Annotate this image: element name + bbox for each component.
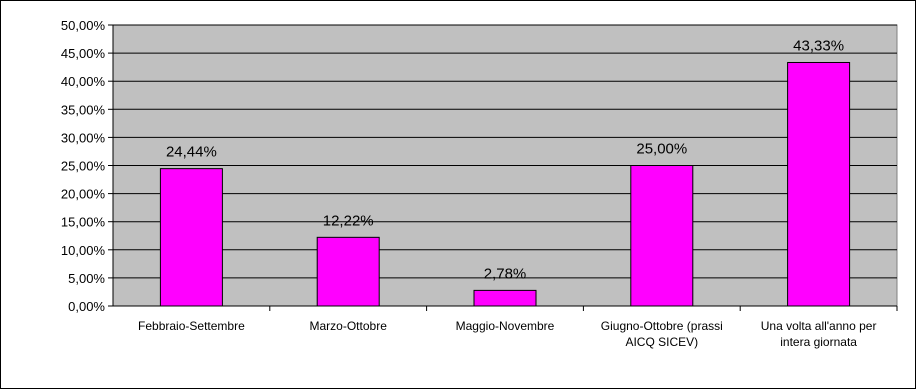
y-tick-label: 15,00% (61, 215, 106, 230)
category-label: Marzo-Ottobre (310, 319, 388, 333)
category-label: Una volta all'anno per (761, 319, 877, 333)
y-tick-label: 30,00% (61, 130, 106, 145)
y-tick-label: 20,00% (61, 187, 106, 202)
bar (316, 236, 380, 307)
bar (473, 289, 537, 307)
category-label: intera giornata (780, 335, 857, 349)
y-tick-label: 0,00% (68, 299, 105, 314)
category-label: Giugno-Ottobre (prassi (601, 319, 723, 333)
data-label: 43,33% (793, 37, 844, 54)
data-labels: 24,44% 12,22% 2,78% 25,00% 43,33% (166, 37, 844, 282)
data-label: 25,00% (636, 141, 687, 158)
y-tick-label: 40,00% (61, 74, 106, 89)
data-label: 12,22% (323, 212, 374, 229)
bar (159, 168, 223, 307)
bar (787, 61, 851, 307)
y-tick-label: 25,00% (61, 159, 106, 174)
bars (159, 61, 851, 307)
bar (630, 165, 694, 307)
y-tick-label: 5,00% (68, 271, 105, 286)
y-tick-label: 50,00% (61, 18, 106, 33)
category-label: Febbraio-Settembre (138, 319, 245, 333)
data-label: 2,78% (484, 265, 527, 282)
data-label: 24,44% (166, 144, 217, 161)
category-labels: Febbraio-Settembre Marzo-Ottobre Maggio-No… (138, 306, 898, 349)
y-tick-label: 35,00% (61, 102, 106, 117)
category-label: AICQ SICEV) (625, 335, 698, 349)
y-tick-label: 45,00% (61, 46, 106, 61)
category-label: Maggio-Novembre (456, 319, 555, 333)
gridlines (113, 24, 897, 279)
y-tick-label: 10,00% (61, 243, 106, 258)
